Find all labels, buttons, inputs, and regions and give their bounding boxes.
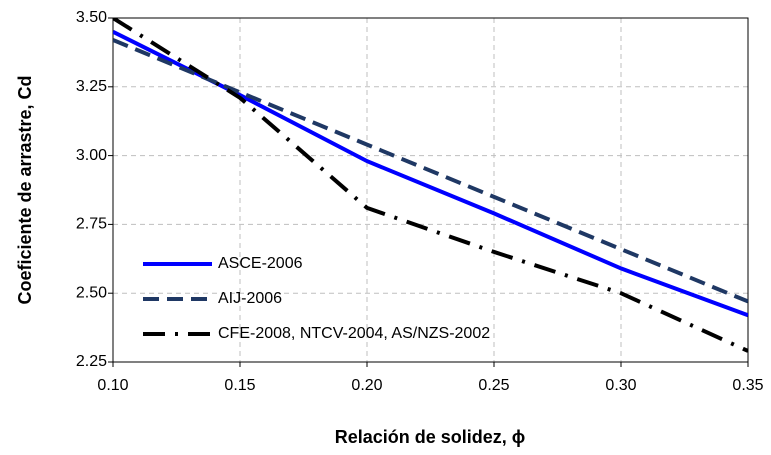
x-tick-label: 0.35 — [732, 377, 763, 394]
legend-label: AIJ-2006 — [218, 290, 282, 307]
y-tick-label: 2.75 — [76, 216, 107, 233]
data-line — [113, 29, 748, 318]
plot-frame — [112, 17, 749, 363]
x-tick-label: 0.20 — [351, 377, 382, 394]
x-tick-label: 0.10 — [97, 377, 128, 394]
legend-label: ASCE-2006 — [218, 255, 303, 272]
legend-label: CFE-2008, NTCV-2004, AS/NZS-2002 — [218, 325, 490, 342]
x-tick-label: 0.25 — [478, 377, 509, 394]
data-line — [113, 18, 748, 353]
y-tick-label: 3.50 — [76, 9, 107, 26]
data-line — [113, 38, 748, 304]
x-tick-label: 0.30 — [605, 377, 636, 394]
x-tick-label: 0.15 — [224, 377, 255, 394]
y-axis-title: Coeficiente de arrastre, Cd — [15, 75, 35, 304]
y-tick-label: 3.00 — [76, 147, 107, 164]
x-axis-title: Relación de solidez, ϕ — [335, 427, 526, 447]
y-tick-label: 2.25 — [76, 353, 107, 370]
y-tick-label: 2.50 — [76, 284, 107, 301]
y-tick-label: 3.25 — [76, 78, 107, 95]
